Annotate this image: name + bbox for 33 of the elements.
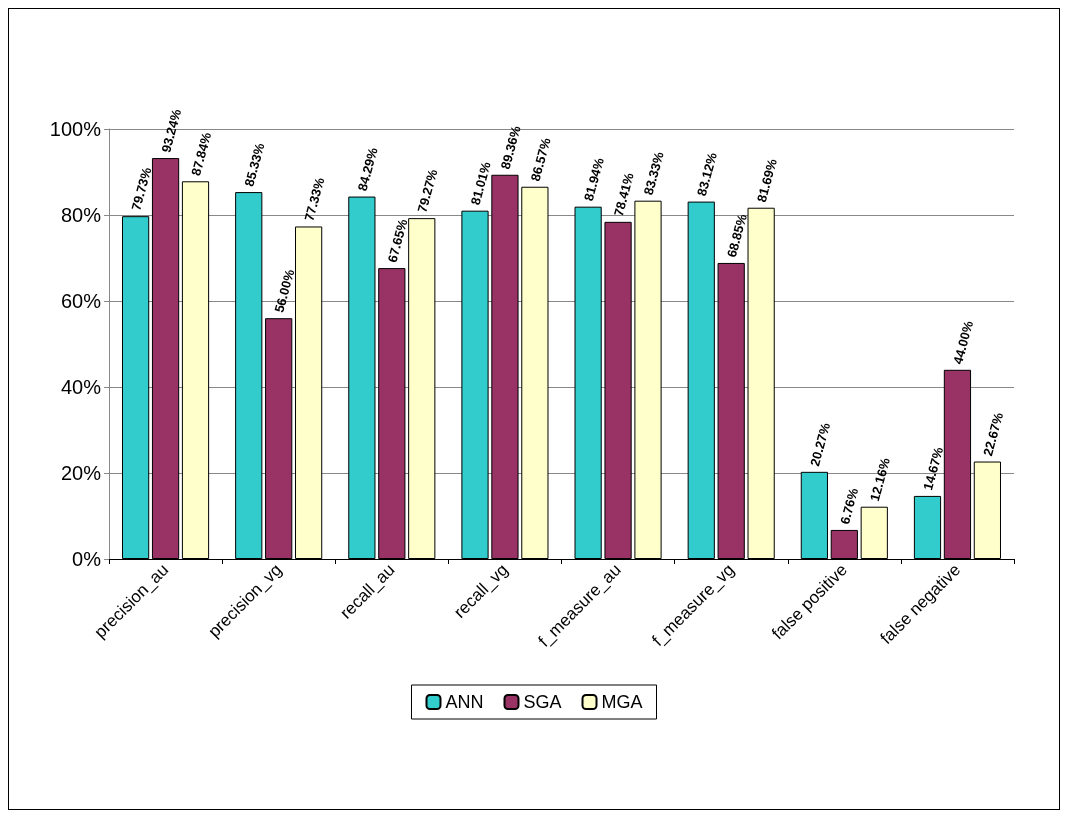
data-label: 20.27% xyxy=(807,420,834,468)
data-label: 6.76% xyxy=(837,485,862,526)
data-label: 84.29% xyxy=(354,145,381,193)
legend-label: MGA xyxy=(601,692,643,712)
data-label: 77.33% xyxy=(301,175,328,223)
data-label: 67.65% xyxy=(384,217,411,265)
data-label: 12.16% xyxy=(867,455,894,503)
data-label: 81.01% xyxy=(467,159,494,207)
y-tick-label: 20% xyxy=(60,462,102,484)
data-label: 81.94% xyxy=(580,155,607,203)
y-tick-label: 40% xyxy=(60,376,102,398)
y-tick-label: 80% xyxy=(60,204,102,226)
data-label: 68.85% xyxy=(723,211,750,259)
data-label: 78.41% xyxy=(610,170,637,218)
data-label: 56.00% xyxy=(271,267,298,315)
data-label: 79.73% xyxy=(128,165,155,213)
data-label: 85.33% xyxy=(241,141,268,189)
data-label: 44.00% xyxy=(950,318,977,366)
legend-label: SGA xyxy=(523,692,562,712)
y-tick-label: 100% xyxy=(49,118,102,140)
legend-label: ANN xyxy=(445,692,484,712)
data-label: 87.84% xyxy=(188,130,215,178)
y-tick-label: 60% xyxy=(60,290,102,312)
data-label: 83.12% xyxy=(694,150,721,198)
data-label: 89.36% xyxy=(497,123,524,171)
data-label: 79.27% xyxy=(414,167,441,215)
data-label: 86.57% xyxy=(527,135,554,183)
y-tick-label: 0% xyxy=(72,548,102,570)
data-label: 14.67% xyxy=(920,444,947,492)
data-label: 22.67% xyxy=(980,410,1007,458)
data-label: 81.69% xyxy=(753,156,780,204)
data-label: 83.33% xyxy=(640,149,667,197)
data-label: 93.24% xyxy=(158,107,185,155)
